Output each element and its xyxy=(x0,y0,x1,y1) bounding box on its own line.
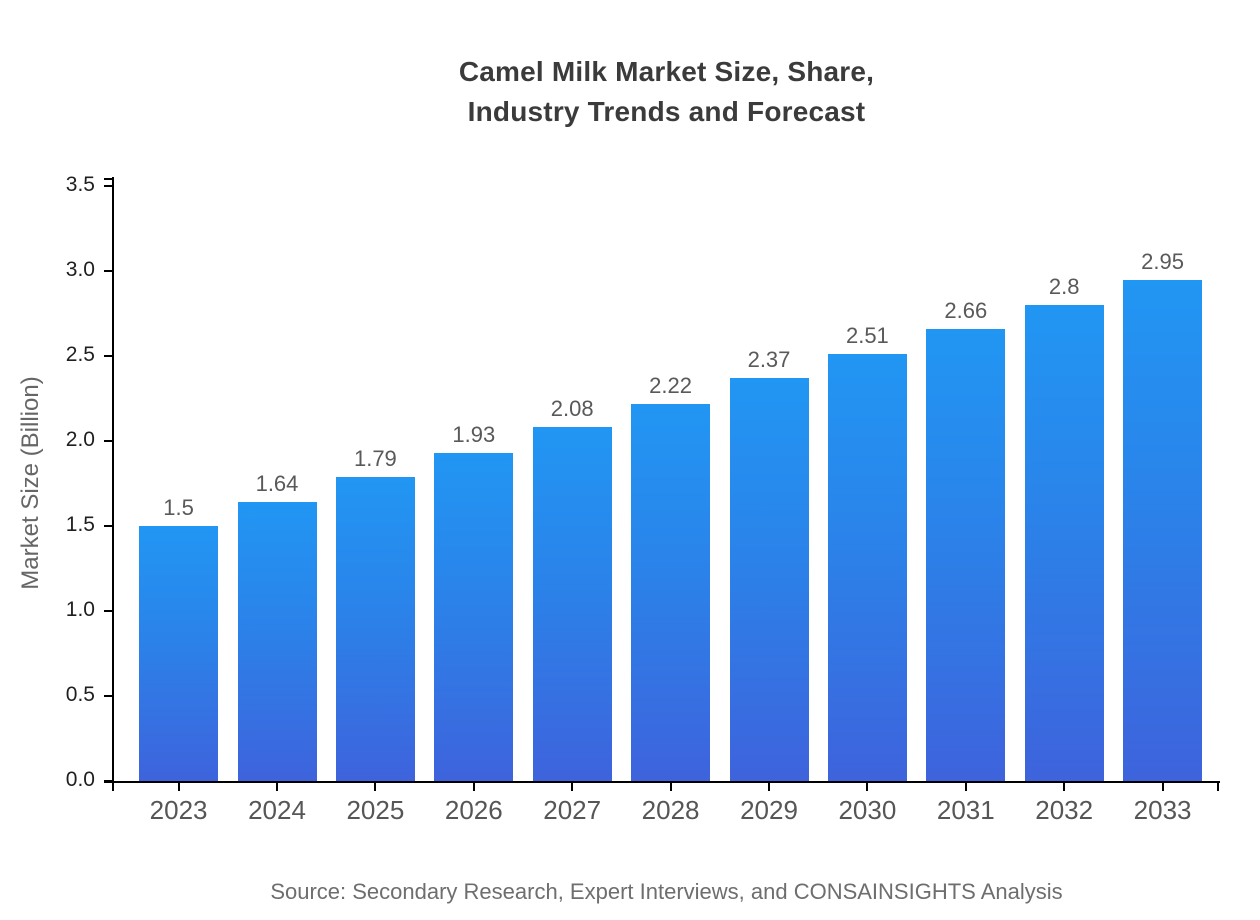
bar-2026 xyxy=(434,452,514,781)
y-tick-label: 0.5 xyxy=(65,683,95,706)
chart-title: Camel Milk Market Size, Share, Industry … xyxy=(458,56,875,127)
x-tick-label: 2032 xyxy=(1035,795,1094,825)
bar-2025 xyxy=(335,476,415,781)
source-note: Source: Secondary Research, Expert Inter… xyxy=(270,879,1063,904)
bar-2030 xyxy=(827,354,907,781)
x-tick xyxy=(177,783,180,791)
x-tick xyxy=(571,783,574,791)
bar-2027 xyxy=(532,427,612,781)
y-tick xyxy=(104,525,112,527)
bar-value-label: 2.37 xyxy=(747,347,791,373)
x-tick-label: 2023 xyxy=(149,795,208,825)
bar-2023 xyxy=(139,526,219,781)
bar-value-label: 2.51 xyxy=(845,323,889,349)
y-axis-end-tick xyxy=(104,178,112,180)
y-tick-label: 0.0 xyxy=(65,768,95,791)
y-tick xyxy=(104,185,112,187)
y-tick xyxy=(104,695,112,697)
x-tick xyxy=(669,783,672,791)
y-tick xyxy=(104,610,112,612)
y-tick xyxy=(104,355,112,357)
y-tick xyxy=(104,780,112,782)
bar-value-label: 2.8 xyxy=(1048,274,1080,299)
x-tick-label: 2029 xyxy=(740,795,798,825)
x-tick xyxy=(276,783,278,791)
x-axis-end-tick xyxy=(1217,783,1219,791)
bar-2033 xyxy=(1123,279,1203,781)
bar-value-label: 2.95 xyxy=(1141,248,1184,274)
x-tick-label: 2030 xyxy=(838,795,897,825)
x-tick-label: 2025 xyxy=(346,795,405,825)
bar-value-label: 2.08 xyxy=(550,396,594,422)
bar-2031 xyxy=(926,328,1006,781)
x-tick-label: 2031 xyxy=(936,795,995,825)
bar-value-label: 1.93 xyxy=(452,421,496,447)
y-tick-label: 1.0 xyxy=(65,598,95,621)
x-tick xyxy=(964,783,967,791)
x-tick-label: 2026 xyxy=(444,795,503,825)
y-axis-title: Market Size (Billion) xyxy=(17,376,44,590)
bar-value-label: 2.66 xyxy=(944,297,988,323)
bar-value-label: 2.22 xyxy=(649,372,692,398)
x-tick xyxy=(768,783,770,791)
y-tick-label: 1.5 xyxy=(65,513,95,536)
bar-2024 xyxy=(237,502,317,781)
x-tick xyxy=(374,783,377,791)
y-tick-label: 3.0 xyxy=(65,258,95,281)
x-axis-line xyxy=(104,781,1220,783)
y-tick xyxy=(104,270,112,272)
x-tick xyxy=(1161,783,1164,791)
bar-value-label: 1.79 xyxy=(353,445,397,471)
x-tick xyxy=(1063,783,1066,791)
x-tick xyxy=(472,783,475,791)
y-tick-label: 3.5 xyxy=(65,173,95,196)
x-tick xyxy=(866,783,869,791)
y-tick-label: 2.5 xyxy=(65,343,95,366)
bar-2029 xyxy=(729,378,809,781)
bar-value-label: 1.64 xyxy=(255,471,299,497)
y-tick xyxy=(104,440,112,442)
bar-2032 xyxy=(1024,305,1104,781)
x-tick-label: 2027 xyxy=(543,795,602,825)
bar-2028 xyxy=(631,403,711,781)
x-tick-label: 2028 xyxy=(641,795,700,825)
bar-value-label: 1.5 xyxy=(163,495,194,520)
x-tick-label: 2033 xyxy=(1133,795,1192,825)
x-tick-label: 2024 xyxy=(248,795,306,825)
y-axis-line xyxy=(112,177,114,791)
y-tick-label: 2.0 xyxy=(65,428,95,451)
